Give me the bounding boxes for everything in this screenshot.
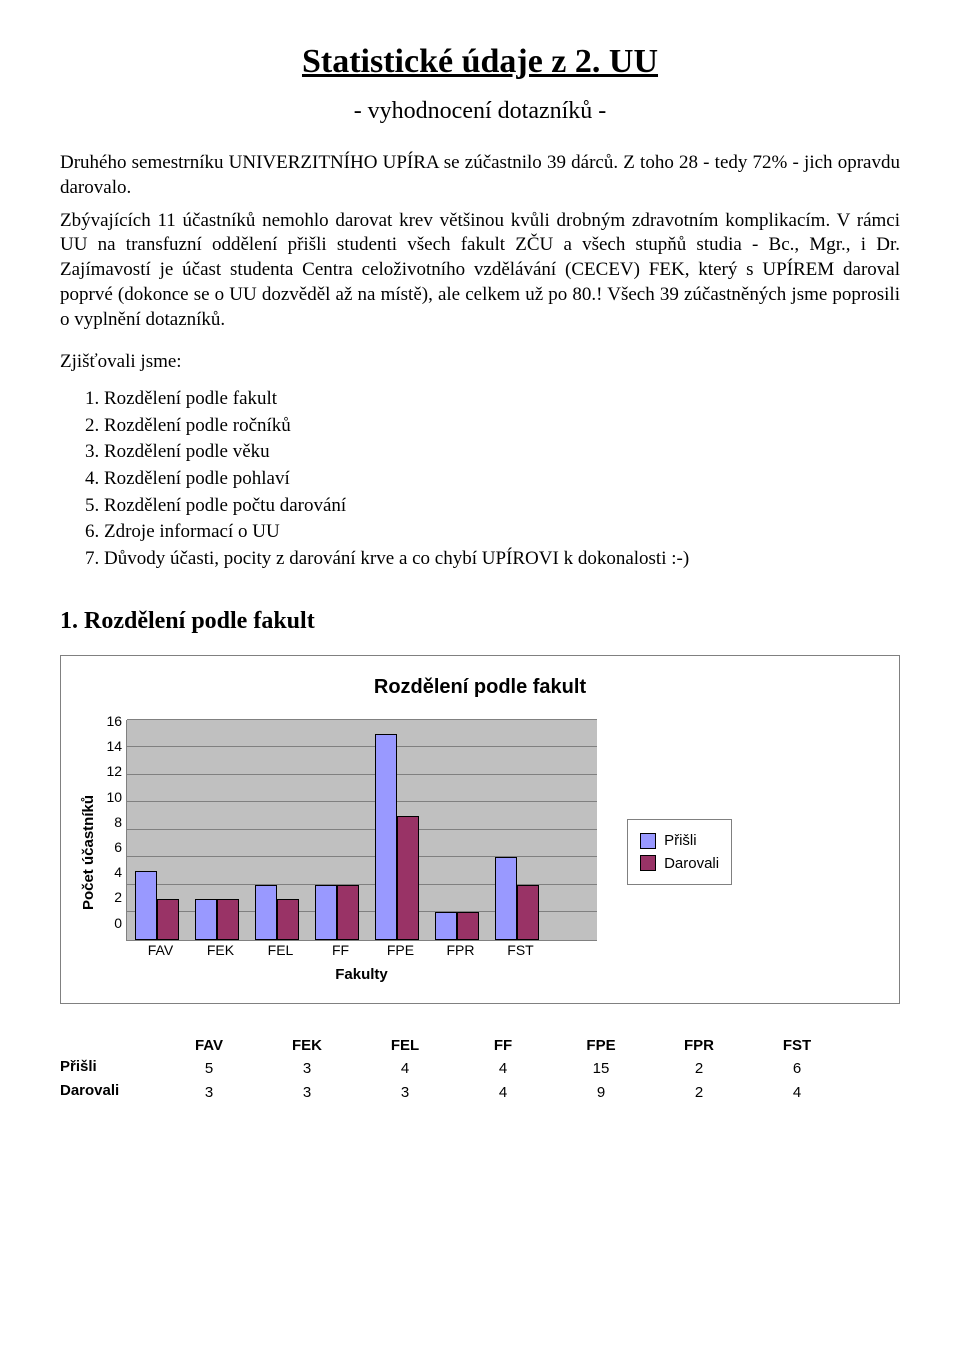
table-cell: 2	[650, 1057, 748, 1081]
chart-plot-area	[126, 720, 597, 941]
chart-y-tick: 6	[114, 838, 122, 856]
table-corner-cell	[60, 1034, 160, 1058]
table-cell: 3	[258, 1057, 356, 1081]
chart-x-tick: FST	[495, 941, 547, 959]
legend-item: Přišli	[640, 831, 719, 851]
chart-x-axis-label: Fakulty	[127, 965, 597, 985]
chart-bar	[217, 899, 239, 940]
table-header-cell: FEK	[258, 1034, 356, 1058]
table-cell: 3	[258, 1081, 356, 1105]
chart-y-tick: 2	[114, 888, 122, 906]
table-row-label: Přišli	[60, 1057, 160, 1081]
table-cell: 4	[748, 1081, 846, 1105]
toc-item: Rozdělení podle pohlaví	[104, 467, 900, 492]
chart-x-tick: FEL	[255, 941, 307, 959]
chart-bar-group	[375, 734, 427, 940]
table-cell: 3	[356, 1081, 454, 1105]
toc-list: Rozdělení podle fakultRozdělení podle ro…	[84, 387, 900, 572]
table-header-row: FAVFEKFELFFFPEFPRFST	[60, 1034, 900, 1058]
chart-bar-group	[495, 857, 547, 940]
chart-bar-group	[195, 899, 247, 940]
toc-item: Důvody účasti, pocity z darování krve a …	[104, 547, 900, 572]
chart-x-tick: FF	[315, 941, 367, 959]
toc-lead: Zjišťovali jsme:	[60, 350, 900, 375]
chart-bar	[375, 734, 397, 940]
chart-bar	[157, 899, 179, 940]
chart-y-tick: 0	[114, 914, 122, 932]
chart-y-tick: 14	[107, 737, 123, 755]
table-header-cell: FAV	[160, 1034, 258, 1058]
legend-swatch	[640, 855, 656, 871]
table-cell: 4	[454, 1081, 552, 1105]
chart-bar	[135, 871, 157, 940]
table-header-cell: FST	[748, 1034, 846, 1058]
faculty-data-table: FAVFEKFELFFFPEFPRFST Přišli53441526Darov…	[60, 1034, 900, 1105]
chart-y-axis-label: Počet účastníků	[79, 795, 99, 910]
table-header-cell: FEL	[356, 1034, 454, 1058]
section-1-heading: 1. Rozdělení podle fakult	[60, 606, 900, 637]
faculty-chart: Rozdělení podle fakult Počet účastníků 1…	[60, 655, 900, 1004]
chart-y-tick: 16	[107, 712, 123, 730]
toc-item: Rozdělení podle věku	[104, 440, 900, 465]
chart-title: Rozdělení podle fakult	[79, 674, 881, 700]
chart-bar-group	[435, 912, 487, 940]
toc-item: Rozdělení podle počtu darování	[104, 494, 900, 519]
table-row-label: Darovali	[60, 1081, 160, 1105]
paragraph-2: Zbývajících 11 účastníků nemohlo darovat…	[60, 209, 900, 332]
chart-x-tick: FEK	[195, 941, 247, 959]
table-header-cell: FF	[454, 1034, 552, 1058]
chart-bar-group	[255, 885, 307, 940]
paragraph-1: Druhého semestrníku UNIVERZITNÍHO UPÍRA …	[60, 151, 900, 200]
table-cell: 5	[160, 1057, 258, 1081]
chart-bar	[337, 885, 359, 940]
table-header-cell: FPE	[552, 1034, 650, 1058]
legend-label: Přišli	[664, 831, 697, 851]
table-header-cell: FPR	[650, 1034, 748, 1058]
chart-bar-group	[315, 885, 367, 940]
legend-swatch	[640, 833, 656, 849]
chart-x-tick: FPE	[375, 941, 427, 959]
table-cell: 6	[748, 1057, 846, 1081]
page-subtitle: - vyhodnocení dotazníků -	[60, 96, 900, 127]
chart-x-ticks: FAV FEK FEL FF FPE FPR FST	[127, 941, 597, 959]
table-row: Přišli53441526	[60, 1057, 900, 1081]
chart-bar	[277, 899, 299, 940]
chart-bar	[315, 885, 337, 940]
chart-bar-group	[135, 871, 187, 940]
chart-legend: Přišli Darovali	[627, 819, 732, 885]
toc-item: Rozdělení podle fakult	[104, 387, 900, 412]
chart-x-tick: FAV	[135, 941, 187, 959]
table-cell: 15	[552, 1057, 650, 1081]
chart-bar	[397, 816, 419, 940]
chart-bar	[517, 885, 539, 940]
chart-bar	[495, 857, 517, 940]
chart-y-tick: 10	[107, 788, 123, 806]
table-cell: 9	[552, 1081, 650, 1105]
chart-bar	[457, 912, 479, 940]
legend-label: Darovali	[664, 854, 719, 874]
table-row: Darovali3334924	[60, 1081, 900, 1105]
chart-y-ticks: 16 14 12 10 8 6 4 2 0	[107, 712, 123, 932]
table-cell: 4	[356, 1057, 454, 1081]
table-cell: 4	[454, 1057, 552, 1081]
chart-bar	[435, 912, 457, 940]
table-cell: 2	[650, 1081, 748, 1105]
chart-bar	[255, 885, 277, 940]
chart-bar	[195, 899, 217, 940]
page-title: Statistické údaje z 2. UU	[60, 40, 900, 84]
chart-y-tick: 4	[114, 863, 122, 881]
table-cell: 3	[160, 1081, 258, 1105]
chart-y-tick: 8	[114, 813, 122, 831]
legend-item: Darovali	[640, 854, 719, 874]
toc-item: Zdroje informací o UU	[104, 520, 900, 545]
toc-item: Rozdělení podle ročníků	[104, 414, 900, 439]
chart-y-tick: 12	[107, 762, 123, 780]
chart-x-tick: FPR	[435, 941, 487, 959]
